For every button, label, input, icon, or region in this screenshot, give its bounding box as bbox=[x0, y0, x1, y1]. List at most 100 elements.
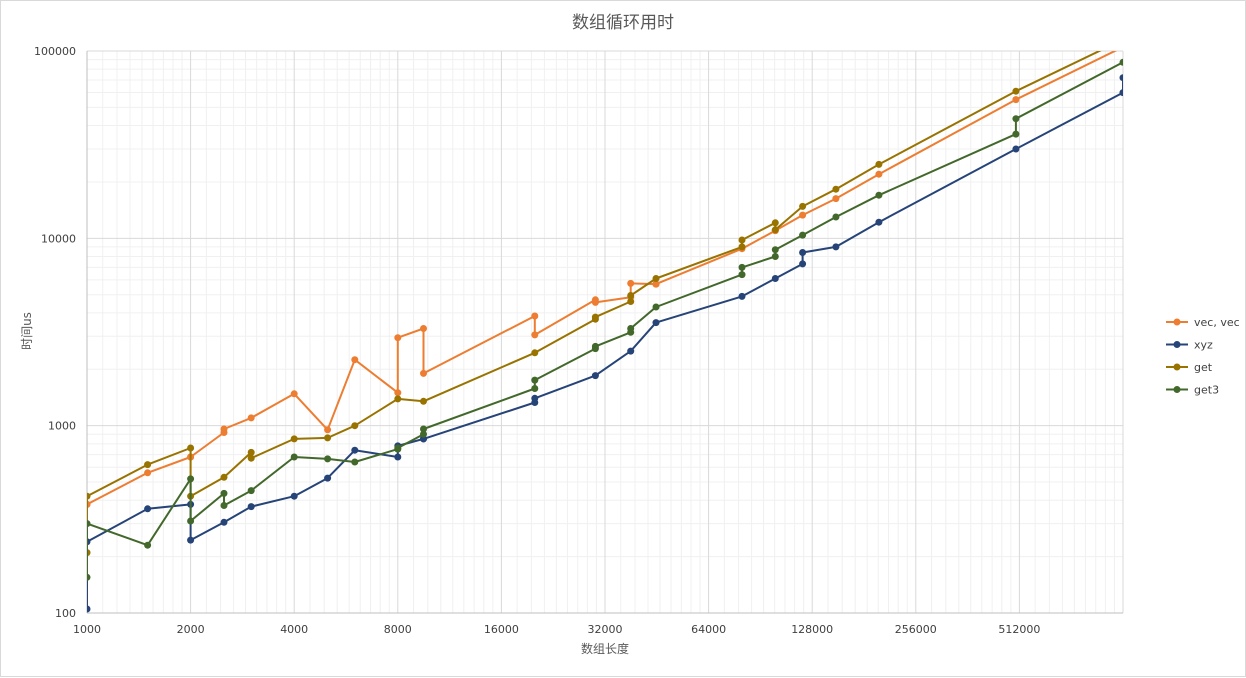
data-point bbox=[627, 292, 635, 299]
data-point bbox=[420, 430, 427, 438]
x-tick-label: 8000 bbox=[384, 623, 412, 636]
data-point bbox=[799, 260, 807, 268]
data-point bbox=[627, 347, 635, 355]
data-point bbox=[290, 435, 298, 443]
data-point bbox=[771, 253, 779, 260]
legend-label: xyz bbox=[1194, 339, 1213, 352]
data-point bbox=[247, 503, 255, 511]
data-point bbox=[531, 385, 539, 392]
data-point bbox=[247, 448, 255, 456]
data-point bbox=[738, 271, 746, 279]
data-point bbox=[144, 541, 152, 549]
chart-title: 数组循环用时 bbox=[572, 13, 674, 33]
data-point bbox=[531, 394, 539, 402]
data-point bbox=[394, 334, 402, 342]
series-get bbox=[87, 51, 1102, 557]
data-point bbox=[1012, 115, 1020, 123]
data-point bbox=[394, 395, 402, 403]
data-point bbox=[290, 453, 298, 461]
series-get3 bbox=[87, 58, 1123, 581]
legend-item: get3 bbox=[1166, 384, 1219, 397]
data-point bbox=[832, 185, 840, 193]
legend-label: get3 bbox=[1194, 384, 1219, 397]
data-point bbox=[420, 397, 427, 405]
x-tick-label: 512000 bbox=[998, 623, 1040, 636]
data-point bbox=[187, 444, 195, 452]
data-point bbox=[247, 454, 255, 462]
data-point bbox=[799, 211, 807, 219]
legend-label: get bbox=[1194, 361, 1213, 374]
x-tick-label: 128000 bbox=[791, 623, 833, 636]
data-point bbox=[87, 492, 91, 500]
data-point bbox=[738, 236, 746, 244]
legend-item: xyz bbox=[1166, 339, 1213, 352]
data-point bbox=[591, 298, 599, 306]
x-tick-label: 256000 bbox=[895, 623, 937, 636]
data-point bbox=[875, 218, 883, 226]
data-point bbox=[247, 414, 255, 422]
data-point bbox=[220, 489, 228, 497]
data-point bbox=[324, 474, 332, 482]
y-axis-title: 时间us bbox=[20, 312, 34, 350]
axes: 100 1000 10000 100000 1000 2000 4000 8000 16000 3… bbox=[34, 45, 1123, 636]
y-tick-label: 10000 bbox=[41, 232, 76, 245]
data-point bbox=[591, 342, 599, 350]
data-point bbox=[290, 492, 298, 500]
legend-item: get bbox=[1166, 361, 1213, 374]
data-point bbox=[652, 319, 660, 327]
data-point bbox=[420, 425, 427, 433]
data-point bbox=[799, 249, 807, 256]
data-point bbox=[394, 444, 402, 452]
data-point bbox=[187, 536, 195, 544]
data-point bbox=[87, 605, 91, 613]
y-tick-label: 100 bbox=[55, 607, 76, 620]
series-xyz bbox=[87, 74, 1123, 613]
data-point bbox=[738, 243, 746, 251]
legend-swatch-marker bbox=[1173, 363, 1181, 371]
x-tick-label: 64000 bbox=[691, 623, 726, 636]
series-lines bbox=[87, 51, 1123, 613]
data-point bbox=[324, 455, 332, 463]
data-point bbox=[351, 422, 359, 430]
series-vec-vec bbox=[87, 51, 1118, 508]
data-point bbox=[875, 160, 883, 168]
data-point bbox=[220, 425, 228, 433]
data-point bbox=[1012, 87, 1020, 95]
data-point bbox=[531, 376, 539, 384]
data-point bbox=[1012, 145, 1020, 153]
data-point bbox=[591, 372, 599, 380]
legend-swatch-marker bbox=[1173, 318, 1181, 326]
legend-swatch-marker bbox=[1173, 386, 1181, 393]
data-point bbox=[531, 331, 539, 339]
data-point bbox=[144, 505, 152, 513]
data-point bbox=[832, 195, 840, 203]
data-point bbox=[144, 469, 152, 477]
x-tick-label: 1000 bbox=[73, 623, 101, 636]
data-point bbox=[351, 356, 359, 364]
x-axis-title: 数组长度 bbox=[581, 641, 629, 656]
data-point bbox=[832, 213, 840, 221]
x-tick-label: 32000 bbox=[588, 623, 623, 636]
data-point bbox=[290, 390, 298, 398]
legend: vec, vec xyz get get3 bbox=[1166, 316, 1240, 397]
data-point bbox=[652, 303, 660, 311]
data-point bbox=[144, 461, 152, 469]
data-point bbox=[394, 389, 402, 397]
data-point bbox=[1012, 130, 1020, 138]
data-point bbox=[187, 517, 195, 525]
data-point bbox=[351, 458, 359, 466]
data-point bbox=[652, 275, 660, 282]
data-point bbox=[771, 226, 779, 234]
data-point bbox=[627, 325, 635, 332]
y-tick-label: 1000 bbox=[48, 420, 76, 433]
gridlines bbox=[86, 50, 1124, 614]
data-point bbox=[87, 520, 91, 528]
data-point bbox=[771, 275, 779, 282]
data-point bbox=[875, 170, 883, 178]
data-point bbox=[220, 473, 228, 481]
legend-item: vec, vec bbox=[1166, 316, 1240, 329]
data-point bbox=[351, 446, 359, 454]
series-line bbox=[87, 51, 1102, 553]
x-tick-label: 4000 bbox=[280, 623, 308, 636]
